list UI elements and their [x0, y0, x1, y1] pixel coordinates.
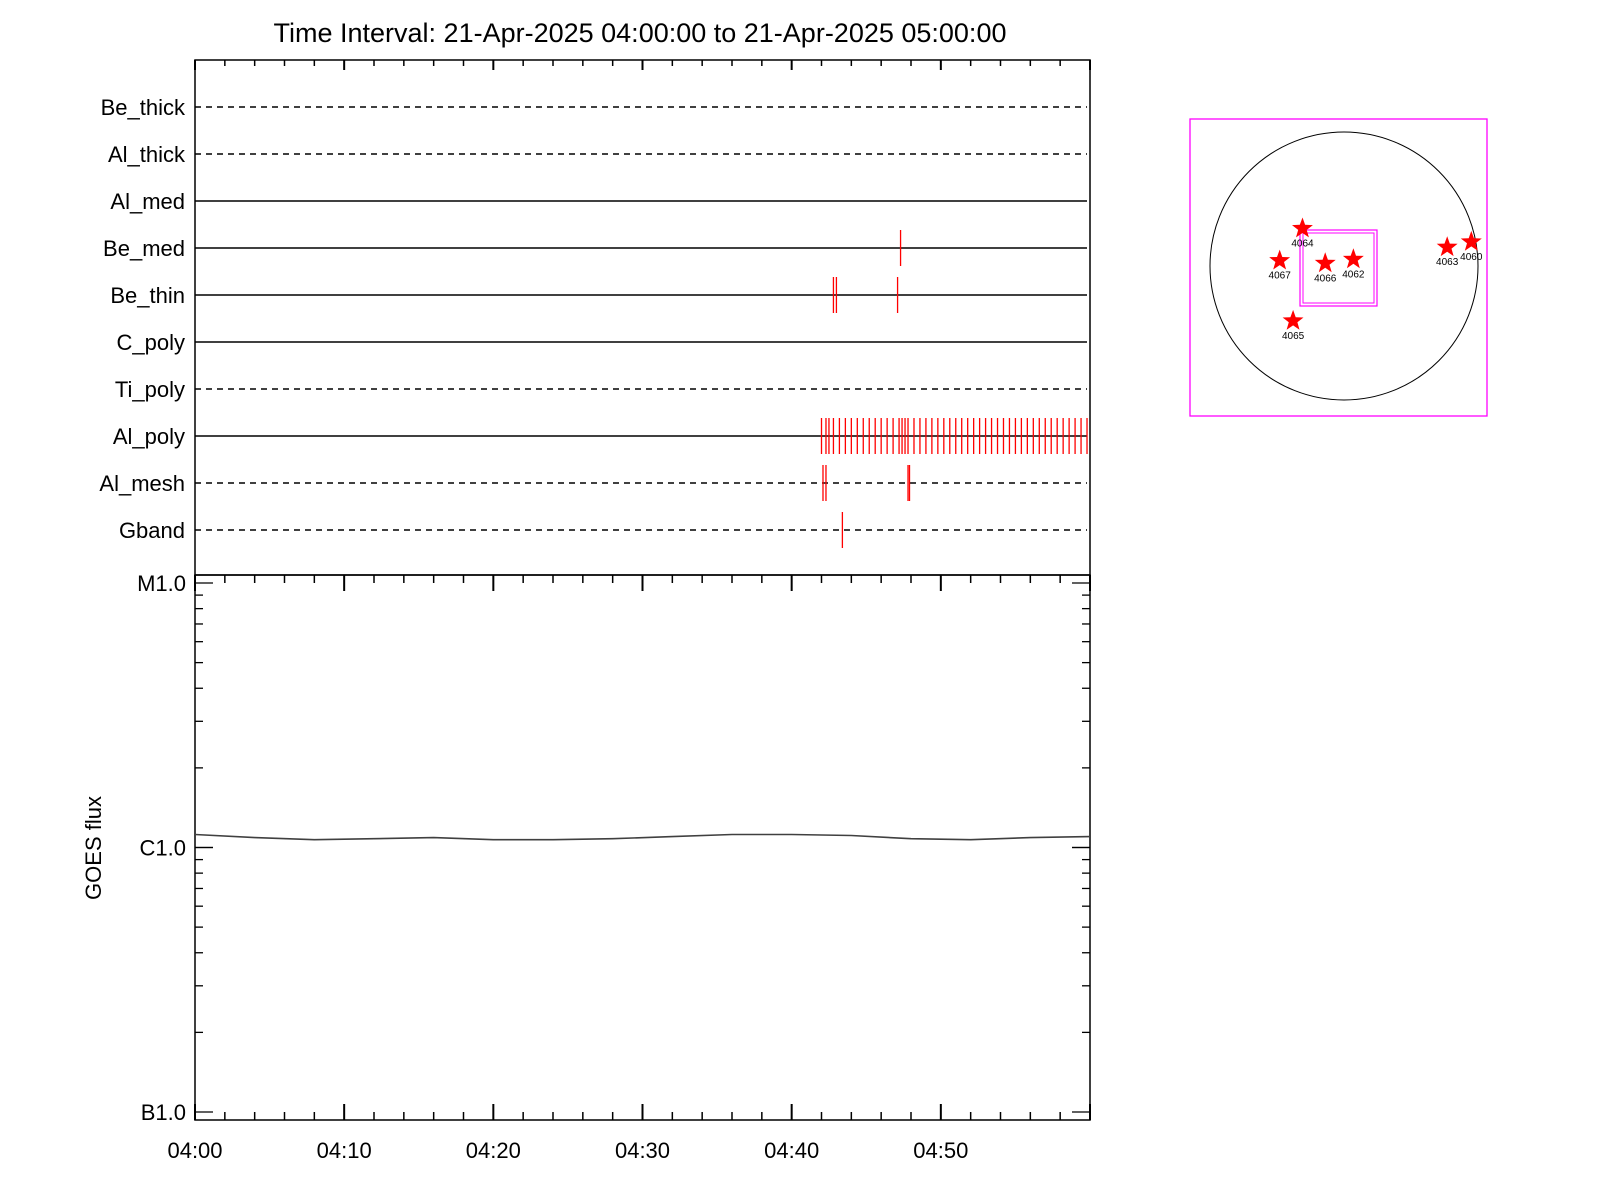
- y-tick-label: C1.0: [140, 836, 186, 861]
- active-region-star: [1282, 309, 1304, 330]
- x-tick-label: 04:30: [615, 1138, 670, 1163]
- active-region-star: [1436, 236, 1458, 257]
- fov-inner-box: [1299, 229, 1378, 307]
- fov-outer-box: [1189, 118, 1488, 417]
- x-tick-label: 04:40: [764, 1138, 819, 1163]
- active-region-label: 4063: [1436, 257, 1459, 268]
- goes-flux-panel: 04:00 04:10 04:20 04:30 04:40 04:50 B1.0 C1.0 M1…: [81, 571, 1091, 1163]
- fov-inner-box-2: [1302, 232, 1375, 304]
- channel-label: Be_med: [103, 236, 185, 261]
- x-tick-label: 04:50: [913, 1138, 968, 1163]
- y-tick-label: B1.0: [141, 1100, 186, 1125]
- channel-label: Al_med: [110, 189, 185, 214]
- active-region-star: [1460, 230, 1482, 251]
- active-region-star: [1292, 217, 1313, 238]
- solar-disk: [1209, 131, 1479, 401]
- goes-flux-line: [194, 833, 1091, 841]
- active-region-star: [1314, 252, 1336, 273]
- solar-disk-panel: 4064 4067 4066 4062 4063 4060 4065: [1189, 118, 1488, 417]
- timeline-frame: [194, 59, 1091, 576]
- channel-label: Al_poly: [113, 424, 185, 449]
- x-tick-label: 04:00: [167, 1138, 222, 1163]
- chart-title: Time Interval: 21-Apr-2025 04:00:00 to 2…: [274, 18, 1007, 48]
- y-axis-label: GOES flux: [81, 796, 106, 900]
- timeline-panel: Be_thick Al_thick Al_med Be_med Be_thin C_pol…: [99, 59, 1091, 576]
- active-region-label: 4065: [1282, 331, 1305, 342]
- channel-label: Gband: [119, 518, 185, 543]
- x-tick-label: 04:20: [466, 1138, 521, 1163]
- channel-label: Be_thin: [110, 283, 185, 308]
- active-region-star: [1269, 249, 1291, 270]
- y-tick-label: M1.0: [137, 571, 186, 596]
- active-region-label: 4067: [1269, 271, 1292, 282]
- active-region-star: [1342, 248, 1364, 269]
- channel-label: Al_thick: [108, 142, 186, 167]
- channel-label: Be_thick: [101, 95, 186, 120]
- active-region-label: 4062: [1342, 269, 1365, 280]
- channel-label: C_poly: [117, 330, 185, 355]
- x-tick-label: 04:10: [317, 1138, 372, 1163]
- channel-label: Al_mesh: [99, 471, 185, 496]
- active-region-label: 4060: [1460, 252, 1483, 263]
- goes-frame: [194, 574, 1091, 1121]
- active-region-label: 4066: [1314, 273, 1337, 284]
- active-region-label: 4064: [1291, 238, 1314, 249]
- channel-label: Ti_poly: [115, 377, 185, 402]
